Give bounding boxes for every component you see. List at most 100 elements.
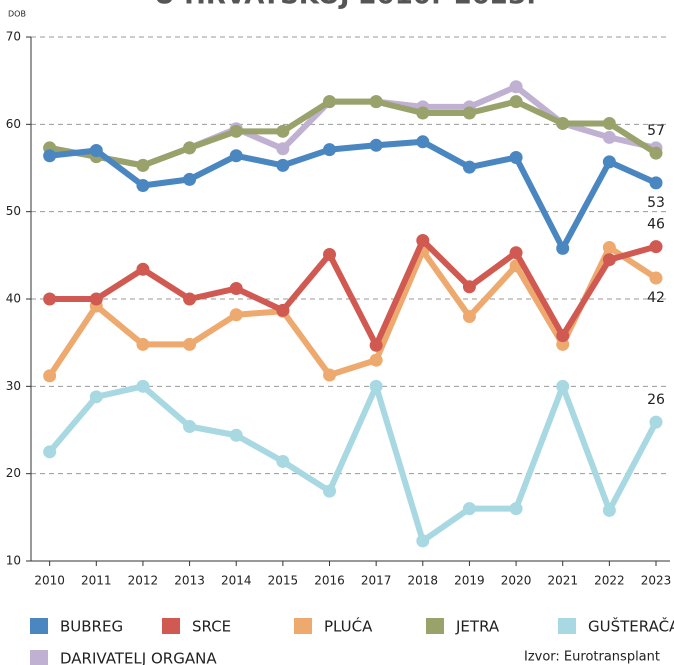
series-line [49,138,658,252]
point [649,146,663,160]
point [323,247,337,261]
y-axis-label: DOB [8,10,26,19]
point [183,172,197,186]
point [602,240,616,254]
point [462,502,476,516]
point [369,338,383,352]
point [602,130,616,144]
point [276,158,290,172]
point [462,309,476,323]
data-label: 46 [647,217,665,233]
point [136,178,150,192]
x-tick-label: 2023 [641,574,672,588]
x-tick-label: 2016 [314,574,345,588]
legend-swatch [162,618,180,634]
x-tick-label: 2010 [34,574,65,588]
point [183,292,197,306]
x-tick-label: 2011 [81,574,112,588]
legend-text: BUBREG [60,618,123,636]
series-line [49,98,658,169]
point [323,368,337,382]
point [369,95,383,109]
legend-swatch [294,618,312,634]
point [556,329,570,343]
point [276,142,290,156]
y-tick-label: 20 [6,466,21,480]
x-tick-label: 2018 [408,574,439,588]
point [509,246,523,260]
series-line [47,383,659,544]
series-line [49,237,657,349]
point [89,292,103,306]
data-label: 53 [647,195,665,211]
point [43,149,57,163]
point [602,116,616,130]
point [229,428,243,442]
legend-swatch [426,618,444,634]
point [556,379,570,393]
point [229,149,243,163]
point [416,106,430,120]
point [462,106,476,120]
point [649,271,663,285]
point [509,80,523,94]
legend-text: DARIVATELJ ORGANA [60,650,217,665]
y-tick-label: 40 [6,292,21,306]
point [649,176,663,190]
x-tick-label: 2015 [268,574,299,588]
point [602,253,616,267]
chart-title: U HRVATSKOJ 2010.–2023. [154,0,536,11]
legend-swatch [30,650,48,665]
x-tick-label: 2013 [174,574,205,588]
x-tick-label: 2020 [501,574,532,588]
point [43,369,57,383]
point [276,124,290,138]
x-tick-label: 2021 [547,574,578,588]
x-tick-label: 2022 [594,574,625,588]
point [89,390,103,404]
point [183,420,197,434]
series-line [47,244,658,378]
point [89,144,103,158]
point [602,503,616,517]
point [369,138,383,152]
point [416,233,430,247]
point [183,141,197,155]
data-label: 26 [647,392,665,408]
y-tick-label: 50 [6,204,21,218]
x-tick-label: 2019 [454,574,485,588]
point [136,379,150,393]
y-tick-label: 60 [6,117,21,131]
point [556,241,570,255]
point [462,280,476,294]
legend-text: SRCE [192,618,231,636]
point [43,292,57,306]
y-tick-label: 70 [6,30,21,44]
point [556,116,570,130]
legend-swatch [30,618,48,634]
legend-text: JETRA [455,618,500,636]
point [509,95,523,109]
point [229,282,243,296]
point [416,534,430,548]
point [229,124,243,138]
x-tick-label: 2017 [361,574,392,588]
point [649,415,663,429]
legend-text: GUŠTERAČA [588,617,674,636]
data-label: 57 [647,123,665,139]
point [369,379,383,393]
point [509,151,523,165]
point [462,160,476,174]
point [649,240,663,254]
point [136,158,150,172]
point [323,484,337,498]
point [369,353,383,367]
point [136,337,150,351]
x-tick-label: 2014 [221,574,252,588]
data-label: 42 [647,290,665,306]
point [136,262,150,276]
point [416,135,430,149]
y-tick-label: 10 [6,554,21,568]
point [229,308,243,322]
